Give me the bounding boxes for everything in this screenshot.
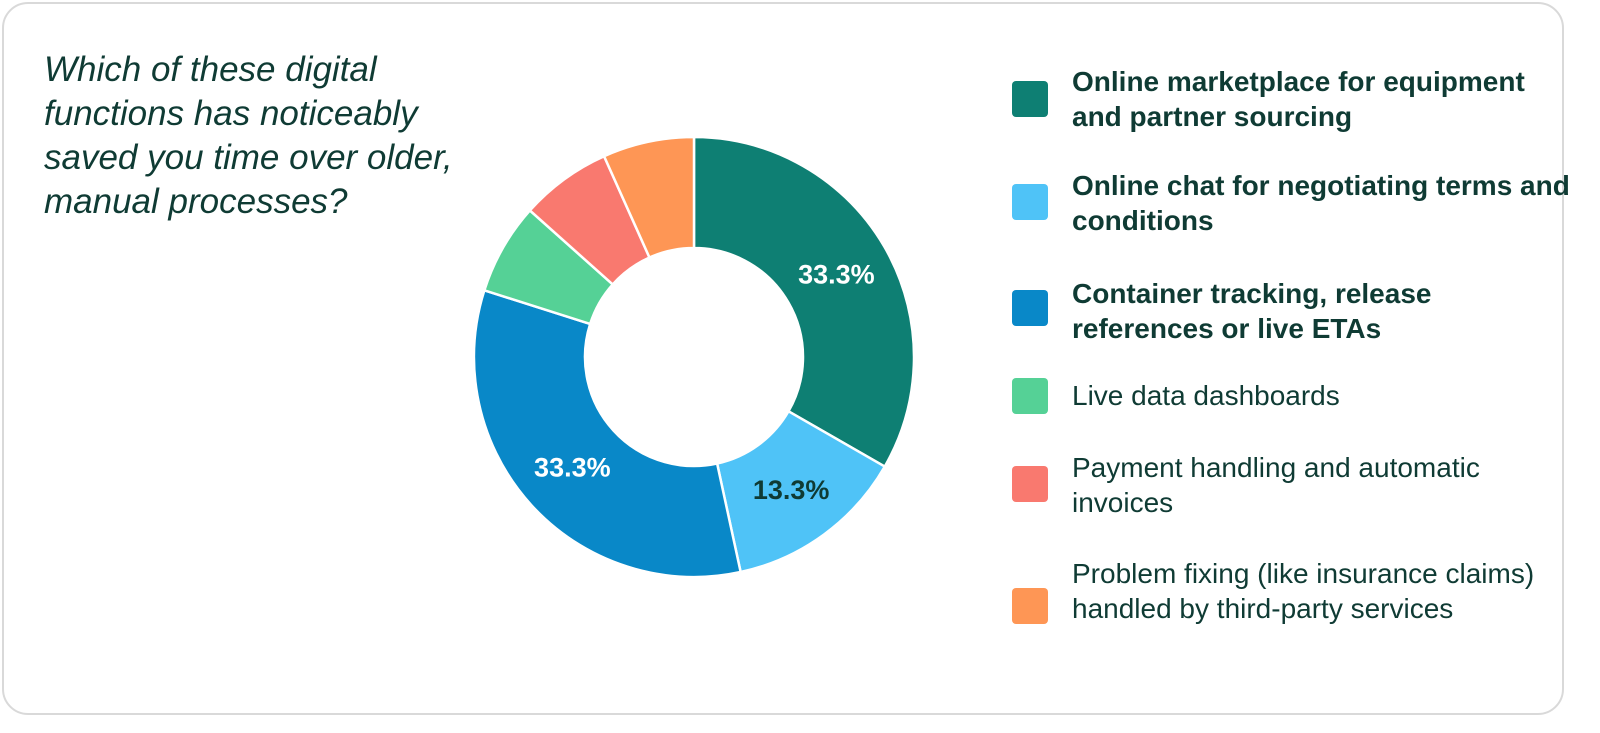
legend-swatch [1012, 378, 1048, 414]
legend-swatch [1012, 81, 1048, 117]
slice-value-label: 33.3% [534, 453, 611, 483]
legend-label: Problem fixing (like insurance claims) h… [1072, 558, 1535, 624]
question-title: Which of these digital functions has not… [44, 50, 453, 221]
slice-value-label: 13.3% [753, 475, 830, 505]
donut-slice [692, 135, 916, 469]
legend-swatch [1012, 588, 1048, 624]
legend-label: Payment handling and automatic invoices [1072, 452, 1480, 518]
legend-label: Container tracking, release references o… [1072, 278, 1432, 344]
legend-swatch [1012, 184, 1048, 220]
donut-slice [472, 288, 743, 579]
chart-card [2, 2, 1564, 715]
legend-swatch [1012, 466, 1048, 502]
legend-label: Online chat for negotiating terms and co… [1072, 170, 1570, 236]
slice-value-label: 33.3% [798, 260, 875, 290]
legend-label: Online marketplace for equipment and par… [1072, 66, 1525, 132]
donut-slice [602, 135, 696, 260]
legend-swatch [1012, 290, 1048, 326]
legend-label: Live data dashboards [1072, 380, 1340, 411]
